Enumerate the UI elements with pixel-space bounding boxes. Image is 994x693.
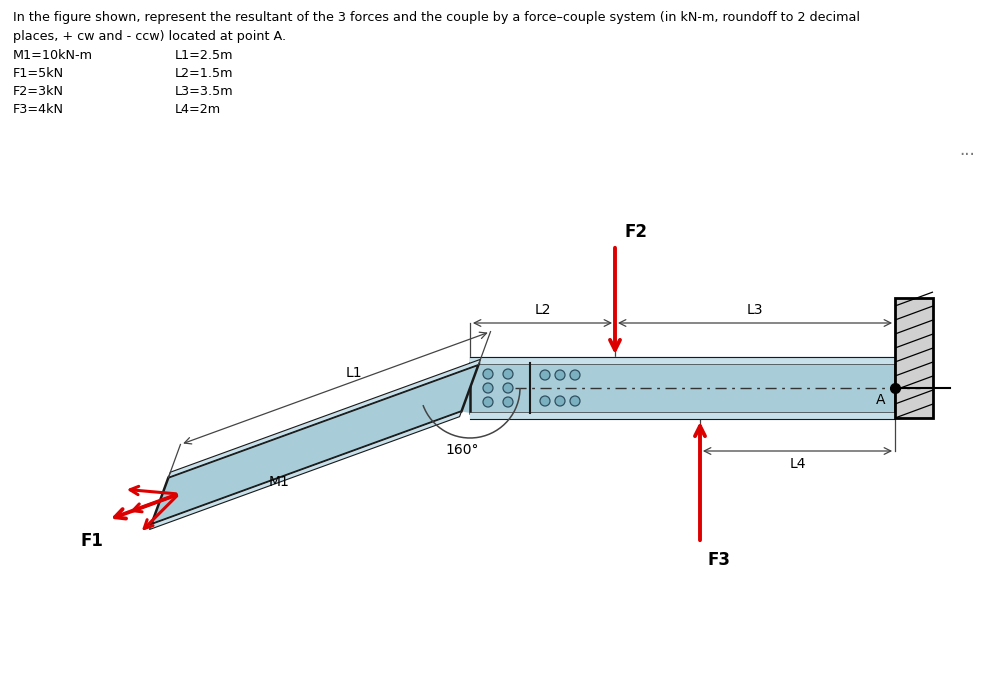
Circle shape <box>555 396 565 406</box>
Polygon shape <box>894 298 932 418</box>
Text: L2: L2 <box>534 303 551 317</box>
Text: F3=4kN: F3=4kN <box>13 103 64 116</box>
Text: 160°: 160° <box>444 443 478 457</box>
Text: F2: F2 <box>624 223 647 241</box>
Circle shape <box>540 370 550 380</box>
Text: A: A <box>875 393 884 407</box>
Circle shape <box>570 370 580 380</box>
Text: L4=2m: L4=2m <box>175 103 221 116</box>
Circle shape <box>555 370 565 380</box>
Text: L4: L4 <box>788 457 805 471</box>
Text: L3=3.5m: L3=3.5m <box>175 85 234 98</box>
Text: M1: M1 <box>268 475 289 489</box>
Polygon shape <box>149 412 461 529</box>
Polygon shape <box>168 360 480 477</box>
Circle shape <box>482 369 492 379</box>
Circle shape <box>482 383 492 393</box>
Circle shape <box>540 396 550 406</box>
Text: places, + cw and - ccw) located at point A.: places, + cw and - ccw) located at point… <box>13 30 286 43</box>
Text: M1=10kN-m: M1=10kN-m <box>13 49 92 62</box>
Text: F1: F1 <box>81 532 103 550</box>
Polygon shape <box>469 363 894 413</box>
Text: F2=3kN: F2=3kN <box>13 85 64 98</box>
Circle shape <box>503 383 513 393</box>
Text: L2=1.5m: L2=1.5m <box>175 67 234 80</box>
Circle shape <box>570 396 580 406</box>
Polygon shape <box>151 365 478 525</box>
Text: L3: L3 <box>746 303 762 317</box>
Circle shape <box>503 397 513 407</box>
Text: In the figure shown, represent the resultant of the 3 forces and the couple by a: In the figure shown, represent the resul… <box>13 11 859 24</box>
Text: ...: ... <box>958 141 974 159</box>
Text: F3: F3 <box>708 551 731 569</box>
Circle shape <box>503 369 513 379</box>
Text: F1=5kN: F1=5kN <box>13 67 64 80</box>
Text: L1=2.5m: L1=2.5m <box>175 49 234 62</box>
Circle shape <box>482 397 492 407</box>
Text: L1: L1 <box>345 366 362 380</box>
Polygon shape <box>461 363 478 413</box>
